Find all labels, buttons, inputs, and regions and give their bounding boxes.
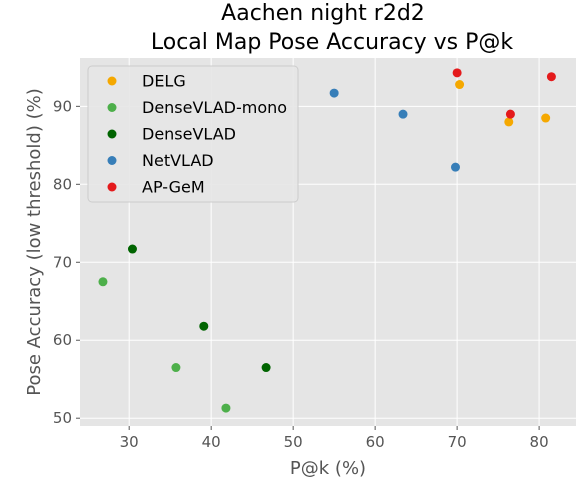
legend-box [87,65,299,203]
legend-marker-netvlad [107,156,117,165]
point-densevlad [127,244,137,254]
y-tick-label: 70 [53,253,72,271]
x-tick-label: 40 [202,433,221,451]
x-tick-label: 70 [448,433,467,451]
point-ap-gem [546,72,556,82]
chart-title-line-1: Aachen night r2d2 [221,1,425,26]
legend-marker-ap-gem [107,182,117,192]
legend-marker-delg [107,76,117,86]
point-netvlad [450,162,460,172]
axis-ticks: 30 40 50 60 70 80 50 60 70 80 90 [53,97,549,451]
point-delg [541,113,551,123]
legend-label-netvlad: NetVLAD [142,151,214,170]
point-densevlad [261,363,271,373]
legend-label-densevlad: DenseVLAD [142,125,236,144]
y-tick-label: 90 [53,97,72,115]
x-tick-label: 60 [366,433,385,451]
point-delg [504,117,514,127]
x-tick-label: 30 [120,433,139,451]
point-densevlad-mono [221,403,231,413]
legend-label-delg: DELG [142,72,186,91]
point-ap-gem [452,68,462,78]
point-netvlad [329,88,339,98]
point-delg [455,80,465,90]
point-densevlad-mono [171,363,181,373]
point-ap-gem [505,109,515,119]
legend-marker-densevlad-mono [107,103,117,112]
legend-label-densevlad-mono: DenseVLAD-mono [142,98,287,117]
legend-label-ap-gem: AP-GeM [142,178,205,197]
point-netvlad [398,109,408,119]
x-tick-label: 50 [284,433,303,451]
y-tick-label: 80 [53,175,72,193]
y-tick-label: 60 [53,331,72,349]
legend-marker-densevlad [107,129,117,139]
legend: DELG DenseVLAD-mono DenseVLAD NetVLAD AP-GeM [87,65,299,203]
point-densevlad-mono [98,277,108,287]
x-axis-label: P@k (%) [290,458,366,479]
chart-title-line-2: Local Map Pose Accuracy vs P@k [151,30,514,55]
y-tick-label: 50 [53,409,72,427]
point-densevlad [199,321,209,331]
y-axis-label: Pose Accuracy (low threshold) (%) [24,88,45,395]
data-points [98,68,556,413]
x-tick-label: 80 [530,433,549,451]
